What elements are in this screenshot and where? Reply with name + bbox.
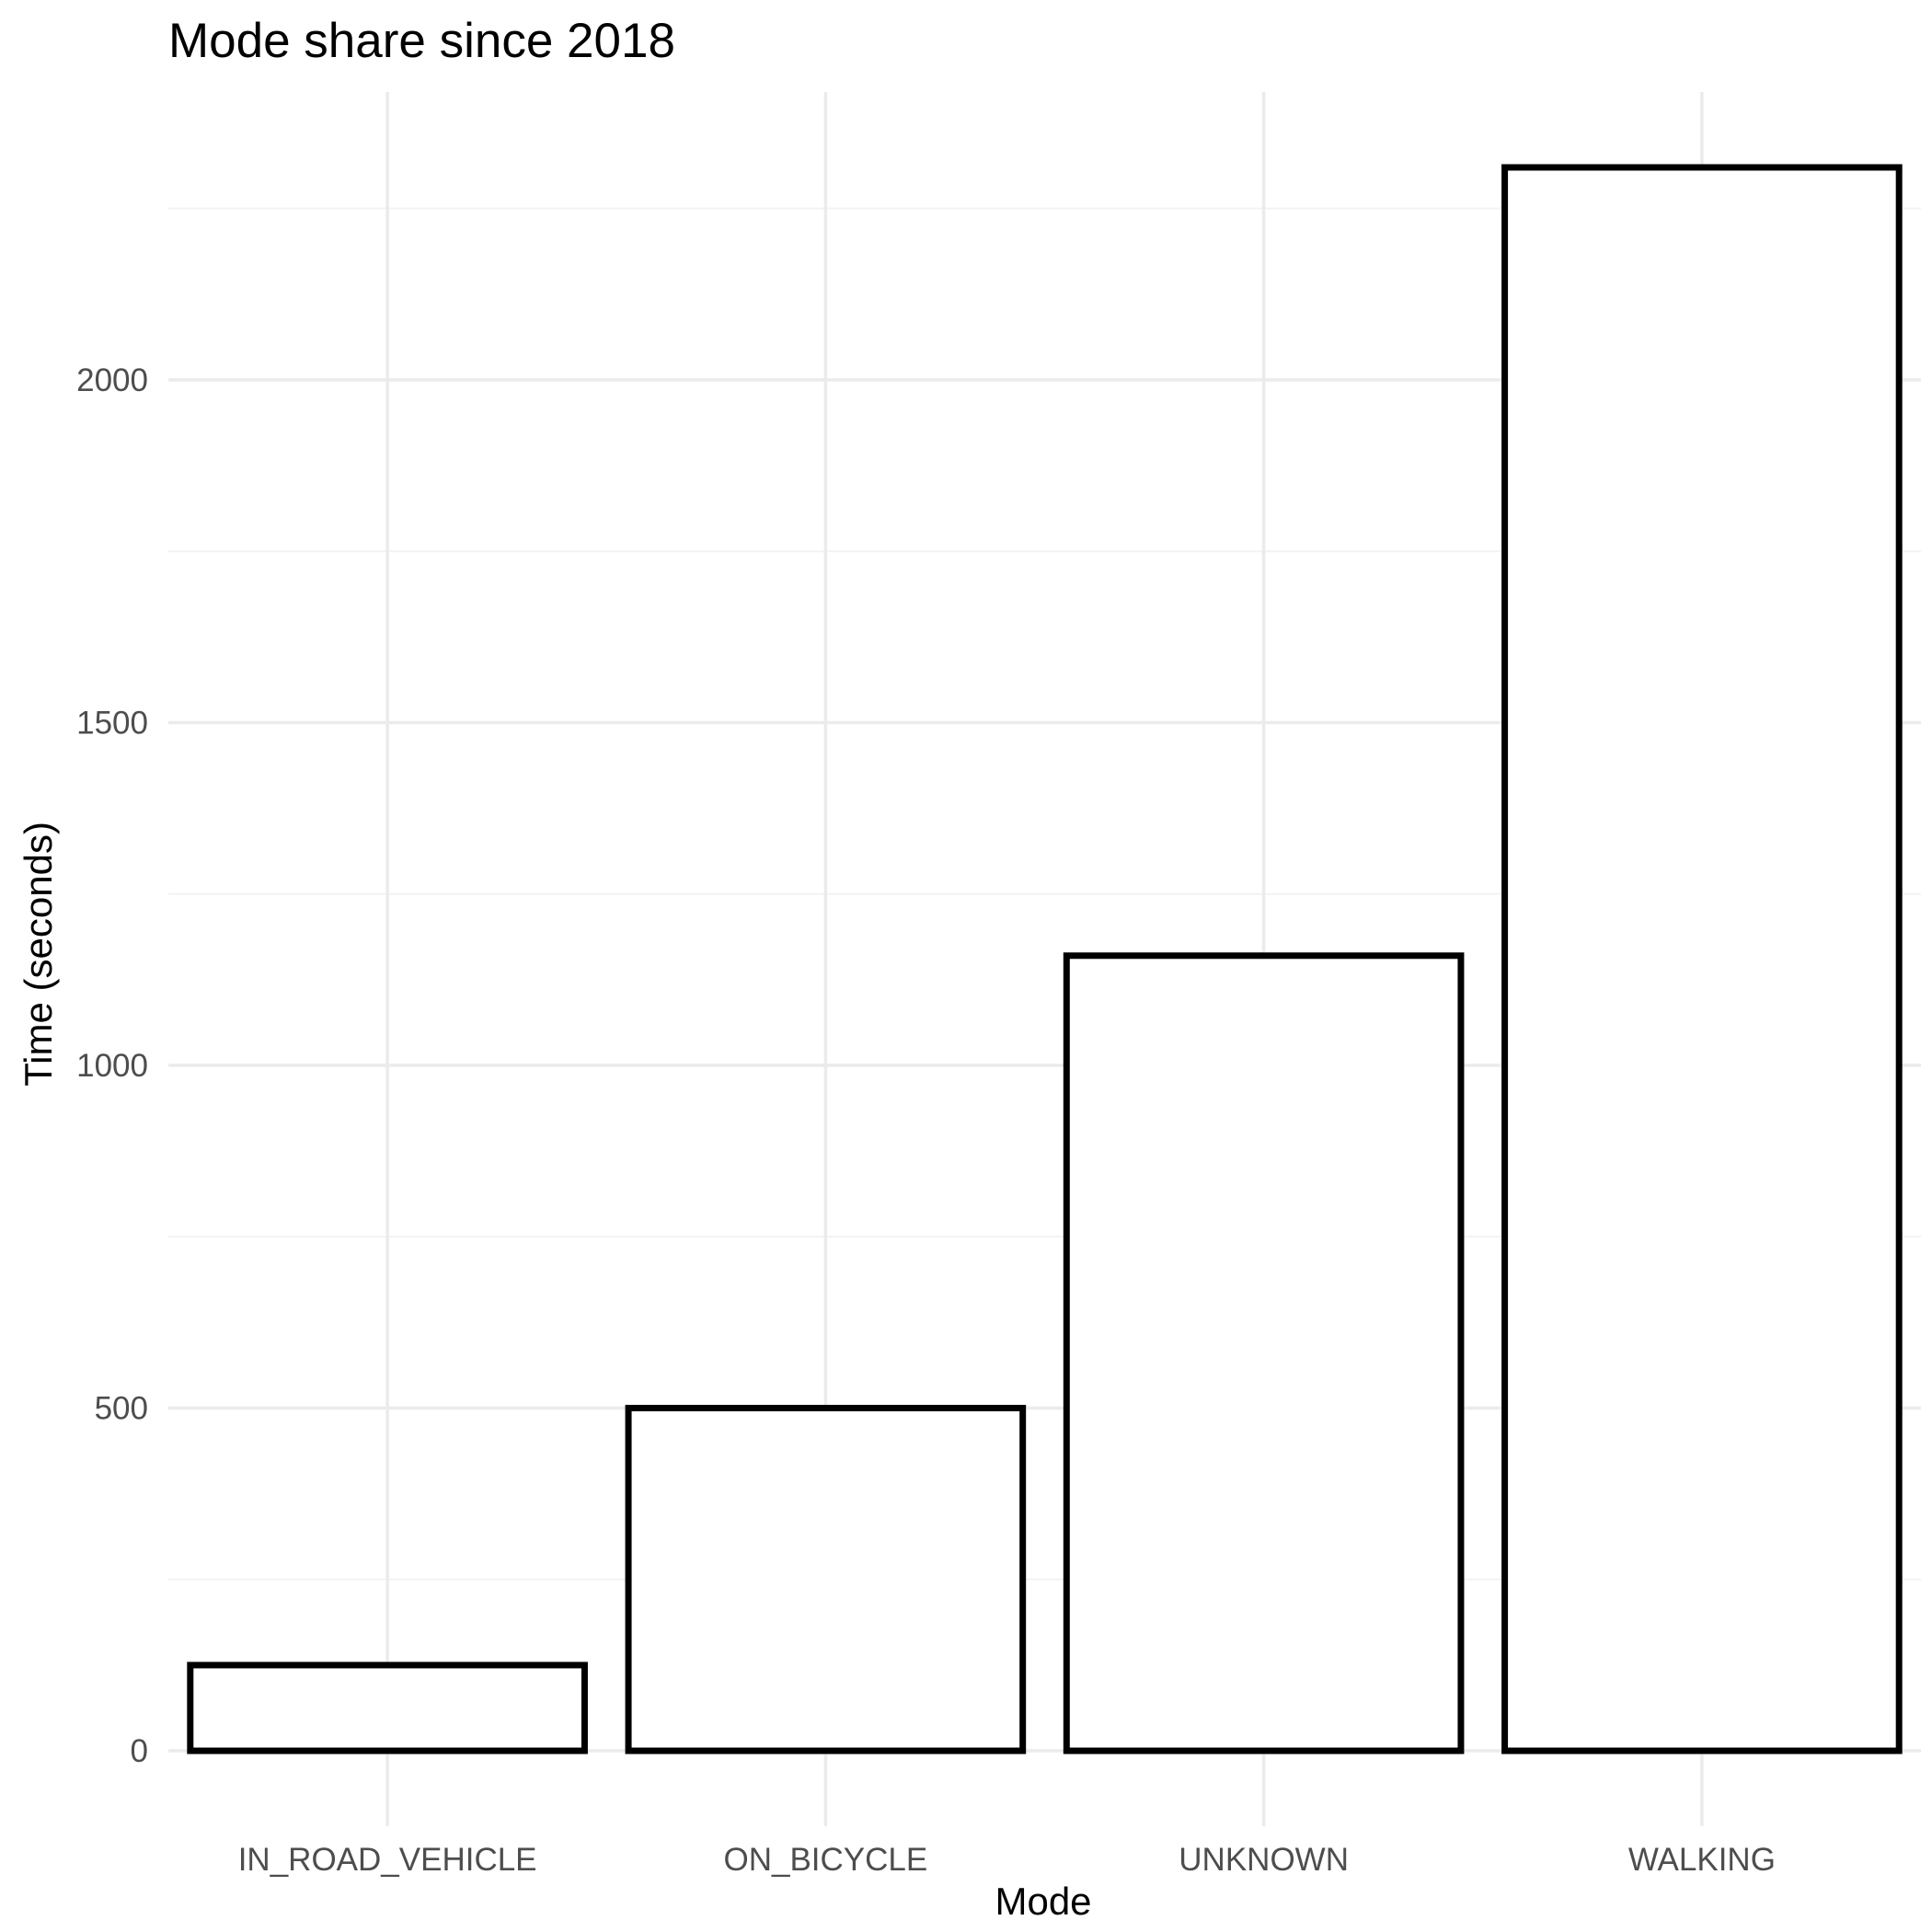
y-tick-label: 1500 (76, 705, 148, 741)
x-tick-label: ON_BICYCLE (724, 1842, 928, 1878)
x-tick-label: IN_ROAD_VEHICLE (238, 1842, 537, 1878)
y-tick-label: 2000 (76, 362, 148, 398)
x-tick-label: WALKING (1628, 1842, 1776, 1878)
bar-unknown (1063, 952, 1465, 1754)
y-axis-ticks: 0 500 1000 1500 2000 (76, 362, 148, 1769)
y-axis-title: Time (seconds) (17, 822, 60, 1087)
x-axis-ticks: IN_ROAD_VEHICLE ON_BICYCLE UNKNOWN WALKING (238, 1842, 1776, 1878)
bar-in-road-vehicle (187, 1662, 588, 1754)
bar-on-bicycle (625, 1405, 1027, 1754)
chart-title: Mode share since 2018 (168, 14, 675, 68)
y-tick-label: 500 (95, 1391, 148, 1427)
bar-walking (1501, 164, 1903, 1754)
x-axis-title: Mode (995, 1880, 1091, 1923)
x-tick-label: UNKNOWN (1179, 1842, 1349, 1878)
bar-layer (187, 164, 1903, 1754)
y-tick-label: 0 (131, 1733, 148, 1769)
y-tick-label: 1000 (76, 1048, 148, 1084)
